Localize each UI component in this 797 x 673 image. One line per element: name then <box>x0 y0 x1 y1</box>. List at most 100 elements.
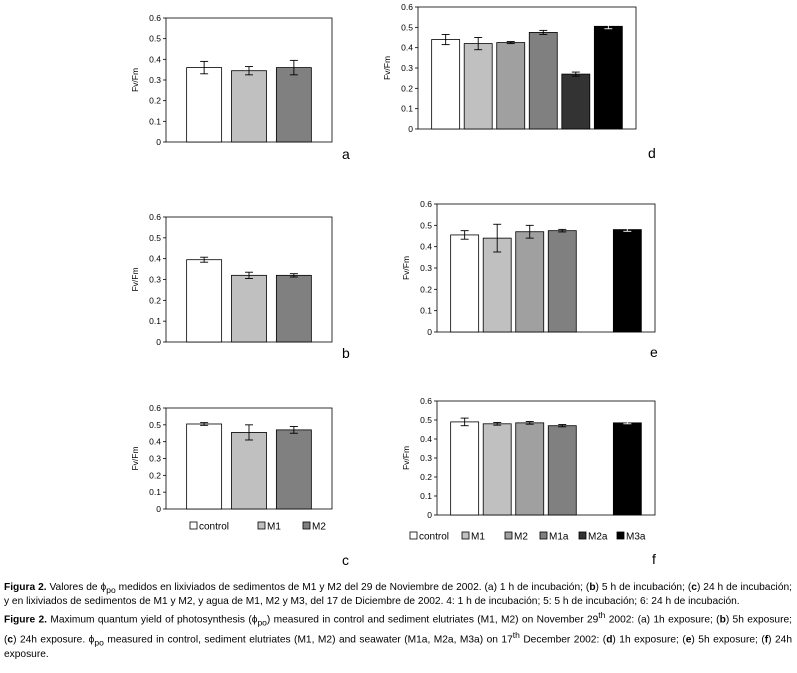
y-tick-label: 0.4 <box>401 43 413 53</box>
legend-label: M1 <box>471 532 485 543</box>
bar-control <box>186 423 223 510</box>
y-tick-label: 0.4 <box>420 242 432 252</box>
y-axis-label: Fv/Fm <box>130 267 140 291</box>
panel-letter: d <box>648 145 656 161</box>
y-tick-label: 0.2 <box>149 295 161 305</box>
y-tick-label: 0.3 <box>401 63 413 73</box>
bar-m3a <box>612 422 642 516</box>
y-tick-label: 0.3 <box>149 454 161 464</box>
bar-m1a <box>547 425 577 516</box>
bar-control <box>450 234 480 333</box>
y-tick-label: 0.5 <box>149 34 161 44</box>
legend-swatch <box>461 531 470 540</box>
caption-es-label: Figura 2. <box>4 582 47 593</box>
chart-e: 0 0.1 0.2 0.3 0.4 0.5 0.6 Fv/Fm e <box>401 199 658 360</box>
bar-m2 <box>275 67 312 143</box>
legend-swatch <box>409 531 418 540</box>
y-axis-label: Fv/Fm <box>382 56 392 80</box>
legend-swatch <box>616 531 625 540</box>
y-axis-label: Fv/Fm <box>130 446 140 470</box>
y-tick-label: 0.1 <box>401 104 413 114</box>
legend-label: M2 <box>312 522 326 533</box>
y-tick-label: 0 <box>427 327 432 337</box>
y-tick-label: 0.6 <box>149 403 161 413</box>
panel-letter: e <box>650 344 658 360</box>
legend-swatch <box>189 521 198 530</box>
legend: control M1 M2 M1a M2a M3a <box>409 531 646 543</box>
y-tick-label: 0.1 <box>149 116 161 126</box>
y-tick-label: 0.5 <box>149 420 161 430</box>
caption-english: Figure 2. Maximum quantum yield of photo… <box>4 609 792 660</box>
bar-m1a <box>547 230 577 333</box>
chart-c: 0 0.1 0.2 0.3 0.4 0.5 0.6 Fv/Fm c control M1 M2 <box>130 403 349 568</box>
bar-m2 <box>515 422 545 516</box>
y-tick-label: 0.6 <box>401 2 413 12</box>
panel-letter: c <box>342 552 349 568</box>
y-tick-label: 0.5 <box>401 22 413 32</box>
legend-label: M1 <box>267 522 281 533</box>
caption-en-label: Figure 2. <box>4 614 47 626</box>
y-tick-label: 0.4 <box>420 434 432 444</box>
y-tick-label: 0.4 <box>149 54 161 64</box>
y-tick-label: 0.2 <box>149 96 161 106</box>
legend-swatch <box>578 531 587 540</box>
legend-label: control <box>199 522 229 533</box>
bar-m2 <box>275 429 312 510</box>
legend-swatch <box>257 521 266 530</box>
y-tick-label: 0.1 <box>149 487 161 497</box>
legend-swatch <box>504 531 513 540</box>
y-tick-label: 0.4 <box>149 437 161 447</box>
y-tick-label: 0.6 <box>420 396 432 406</box>
chart-b: 0 0.1 0.2 0.3 0.4 0.5 0.6 Fv/Fm b <box>130 212 350 361</box>
chart-d: 0 0.1 0.2 0.3 0.4 0.5 0.6 Fv/Fm d <box>382 2 656 161</box>
y-tick-label: 0.2 <box>420 284 432 294</box>
y-tick-label: 0 <box>156 504 161 514</box>
caption-spanish: Figura 2. Valores de ϕpo medidos en lixi… <box>4 582 792 608</box>
legend-label: M3a <box>626 532 646 543</box>
y-tick-label: 0.6 <box>149 212 161 222</box>
legend-label: control <box>419 532 449 543</box>
panel-letter: f <box>652 551 656 567</box>
y-axis-label: Fv/Fm <box>401 446 411 470</box>
y-tick-label: 0.1 <box>420 491 432 501</box>
legend-label: M2a <box>588 532 608 543</box>
legend: control M1 M2 <box>189 521 326 533</box>
y-tick-label: 0.2 <box>149 470 161 480</box>
y-tick-label: 0.2 <box>420 472 432 482</box>
y-tick-label: 0.6 <box>420 199 432 209</box>
bar-control <box>431 39 461 130</box>
bar-control <box>450 421 480 516</box>
bar-m1 <box>482 423 512 516</box>
bar-m2 <box>275 274 312 343</box>
y-tick-label: 0.3 <box>149 75 161 85</box>
bar-m2 <box>515 231 545 333</box>
y-tick-label: 0.6 <box>149 13 161 23</box>
y-tick-label: 0.4 <box>149 254 161 264</box>
y-axis-label: Fv/Fm <box>130 68 140 92</box>
y-tick-label: 0.3 <box>420 263 432 273</box>
legend-swatch <box>539 531 548 540</box>
legend-label: M2 <box>514 532 528 543</box>
bar-m1 <box>231 274 267 343</box>
y-tick-label: 0.5 <box>420 415 432 425</box>
bar-m1 <box>231 70 267 143</box>
bar-m2a <box>561 73 591 130</box>
bar-m3a <box>612 229 642 333</box>
bar-m1 <box>231 432 267 510</box>
panel-letter: b <box>342 345 350 361</box>
bar-m1a <box>528 32 558 130</box>
y-tick-label: 0.5 <box>149 233 161 243</box>
y-tick-label: 0.1 <box>420 306 432 316</box>
bar-m1 <box>463 43 493 130</box>
y-tick-label: 0.5 <box>420 220 432 230</box>
bar-m2 <box>496 42 526 130</box>
y-tick-label: 0 <box>156 337 161 347</box>
figure-charts: 0 0.1 0.2 0.3 0.4 0.5 0.6 Fv/Fm a 0 0.1 0.2 0.3 0.4 0.… <box>130 2 658 568</box>
chart-a: 0 0.1 0.2 0.3 0.4 0.5 0.6 Fv/Fm a <box>130 13 350 162</box>
y-axis-label: Fv/Fm <box>401 256 411 280</box>
y-tick-label: 0.2 <box>401 83 413 93</box>
bar-control <box>186 67 223 143</box>
panel-letter: a <box>342 146 350 162</box>
y-tick-label: 0.3 <box>420 453 432 463</box>
chart-f: 0 0.1 0.2 0.3 0.4 0.5 0.6 Fv/Fm f control M1 M2 M1a M… <box>401 396 656 567</box>
